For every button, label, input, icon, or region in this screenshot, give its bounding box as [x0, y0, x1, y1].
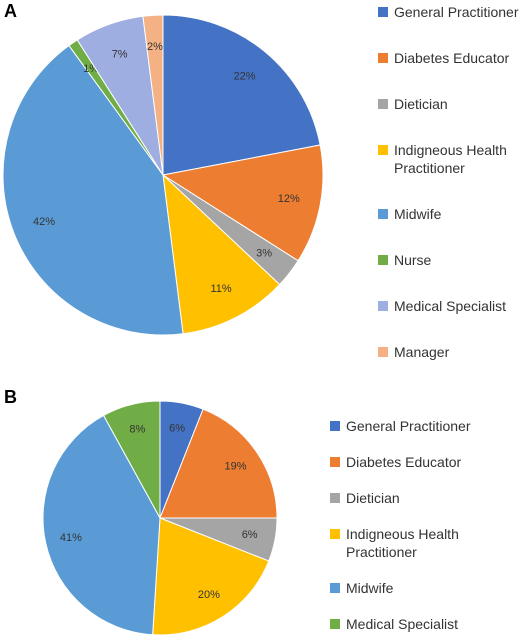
data-label: 42%	[33, 216, 55, 228]
legend-label: Medical Specialist	[346, 616, 459, 632]
legend-label: Diabetes Educator	[346, 454, 462, 470]
panel-label: A	[4, 1, 17, 21]
data-label: 12%	[278, 193, 300, 205]
legend-label: Indigneous Health Practitioner	[394, 142, 507, 176]
legend-label: Midwife	[346, 580, 394, 596]
legend-label: Diabetes Educator	[394, 50, 510, 66]
pie-slice	[102, 400, 161, 519]
legend-item: Diabetes Educator	[378, 49, 528, 67]
legend: General Practitioner Diabetes Educator Die…	[330, 417, 500, 633]
legend-item: Medical Specialist	[330, 615, 500, 633]
legend-item: Medical Specialist	[378, 297, 528, 315]
legend-label: Manager	[394, 344, 450, 360]
pie-slice	[2, 44, 184, 336]
data-label: 20%	[198, 589, 220, 601]
legend-label: Medical Specialist	[394, 298, 507, 314]
pie-slice	[159, 408, 278, 519]
legend-label: Indigneous Health Practitioner	[346, 526, 459, 560]
legend-swatch	[378, 7, 388, 17]
legend-swatch	[378, 145, 388, 155]
legend-swatch	[330, 583, 340, 593]
legend-swatch	[330, 529, 340, 539]
legend-swatch	[330, 421, 340, 431]
pie-slice	[142, 14, 164, 176]
legend-swatch	[330, 457, 340, 467]
legend-label: General Practitioner	[346, 418, 471, 434]
panel-label: B	[4, 387, 17, 407]
legend-swatch	[378, 209, 388, 219]
legend: General Practitioner Diabetes Educator Die…	[378, 3, 528, 361]
data-label: 3%	[256, 247, 272, 259]
data-label: 11%	[211, 283, 232, 295]
pie-slice	[152, 517, 270, 636]
legend-label: Midwife	[394, 206, 442, 222]
data-label: 6%	[242, 529, 258, 541]
legend-item: General Practitioner	[378, 3, 528, 21]
legend-swatch	[378, 53, 388, 63]
data-label: 2%	[147, 41, 163, 53]
data-label: 6%	[169, 422, 185, 434]
data-label: 8%	[129, 424, 145, 436]
data-label: 19%	[224, 461, 246, 473]
legend-item: Nurse	[378, 251, 528, 269]
legend-swatch	[378, 347, 388, 357]
pie-slice	[161, 144, 324, 262]
legend-item: Dietician	[330, 489, 500, 507]
data-label: 22%	[234, 70, 256, 82]
legend-swatch	[378, 255, 388, 265]
legend-swatch	[378, 301, 388, 311]
legend-swatch	[330, 619, 340, 629]
legend-item: Diabetes Educator	[330, 453, 500, 471]
legend-item: Indigneous Health Practitioner	[330, 525, 500, 561]
legend-label: General Practitioner	[394, 4, 519, 20]
data-label: 7%	[112, 48, 128, 60]
legend-label: Dietician	[394, 96, 448, 112]
data-label: 41%	[60, 532, 82, 544]
legend-swatch	[330, 493, 340, 503]
legend-item: Dietician	[378, 95, 528, 113]
legend-item: Midwife	[378, 205, 528, 223]
legend-swatch	[378, 99, 388, 109]
pie-slice	[42, 414, 161, 636]
legend-label: Nurse	[394, 252, 432, 268]
legend-label: Dietician	[346, 490, 400, 506]
legend-item: Indigneous Health Practitioner	[378, 141, 528, 177]
legend-item: Manager	[378, 343, 528, 361]
pie-slice	[162, 14, 321, 176]
legend-item: Midwife	[330, 579, 500, 597]
legend-item: General Practitioner	[330, 417, 500, 435]
pie-slice	[162, 173, 281, 335]
